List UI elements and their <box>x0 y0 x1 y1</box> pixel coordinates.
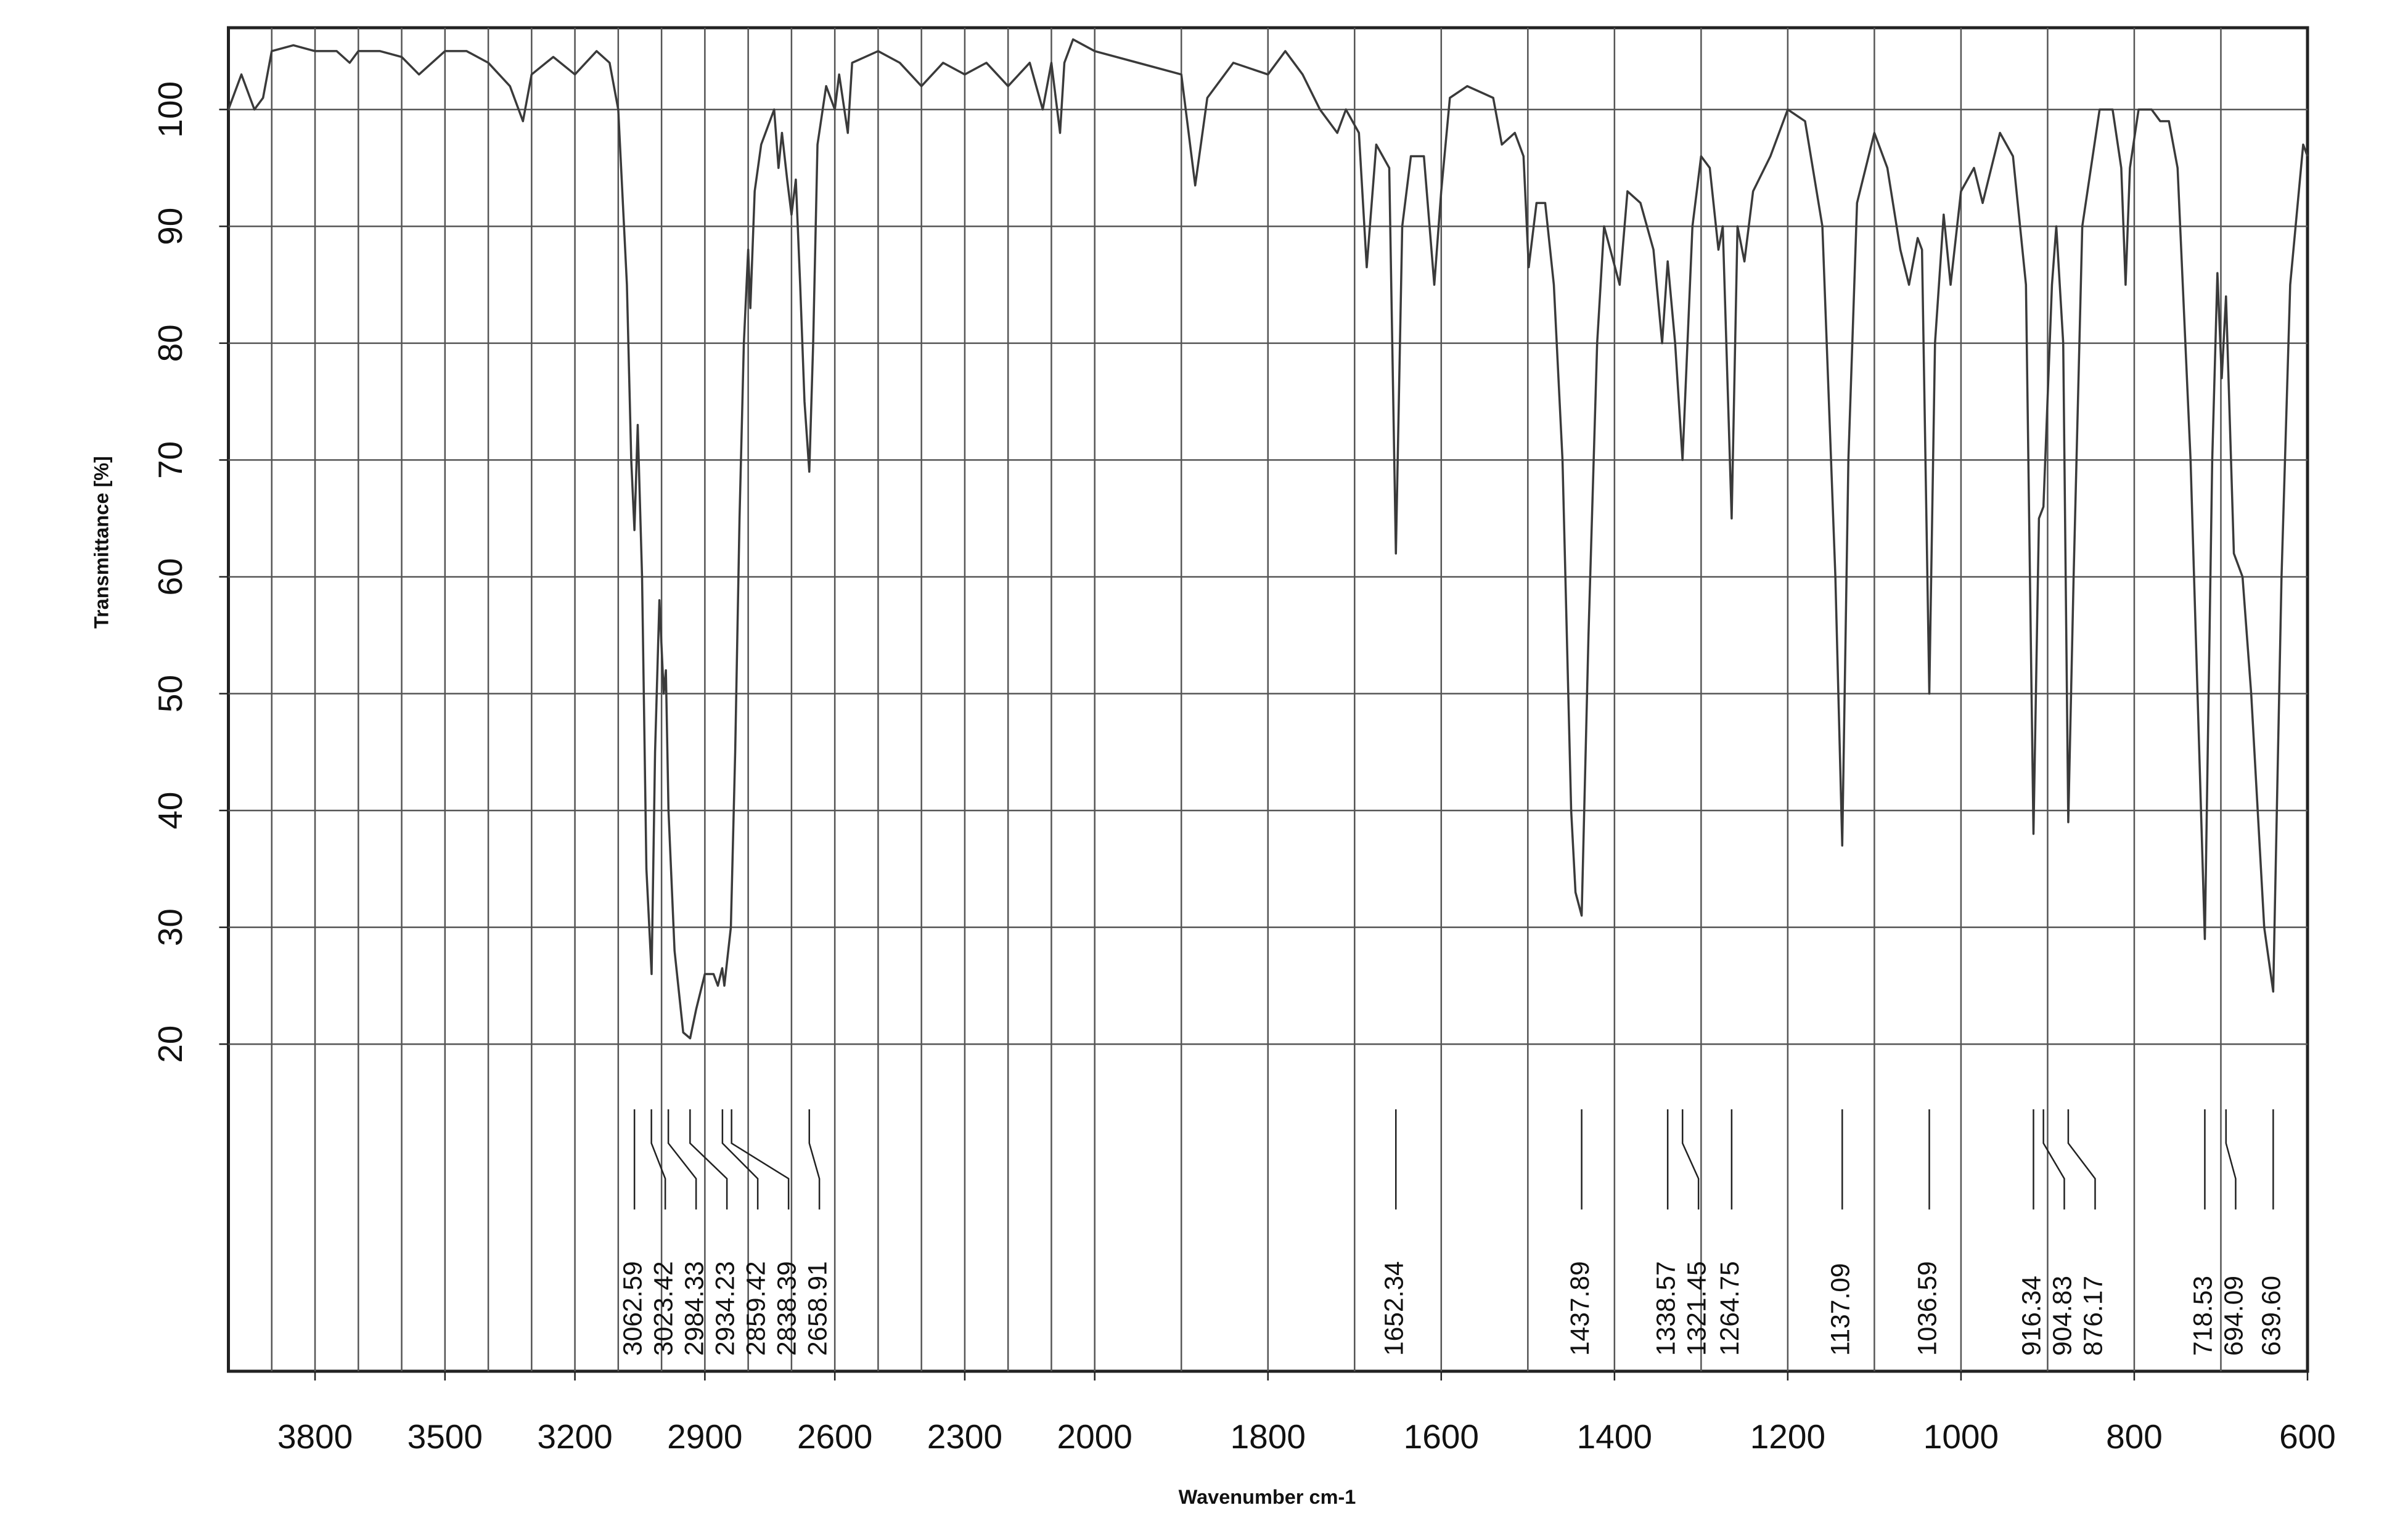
peak-leader <box>650 1109 666 1210</box>
peak-label: 876.17 <box>2079 1276 2108 1356</box>
peak-label: 1321.45 <box>1682 1261 1711 1356</box>
peak-leader <box>1681 1109 1700 1210</box>
y-tick-label: 80 <box>151 324 189 362</box>
peak-label: 1264.75 <box>1716 1261 1745 1356</box>
peak-label: 3062.59 <box>618 1261 647 1356</box>
x-tick-label: 2600 <box>797 1417 872 1456</box>
spectrum-line <box>227 38 2309 1040</box>
y-tick-label: 90 <box>151 208 189 245</box>
peak-label: 2984.33 <box>680 1261 709 1356</box>
peak-label: 639.60 <box>2258 1276 2287 1356</box>
x-tick-label: 800 <box>2106 1417 2163 1456</box>
x-tick-label: 1400 <box>1577 1417 1652 1456</box>
y-tick-label: 40 <box>151 791 189 829</box>
peak-leader <box>2225 1109 2237 1210</box>
y-tick-label: 20 <box>151 1026 189 1063</box>
x-tick-label: 600 <box>2279 1417 2336 1456</box>
peak-label: 916.34 <box>2018 1276 2047 1356</box>
y-tick-label: 50 <box>151 675 189 712</box>
peak-leader <box>731 1109 790 1210</box>
peak-leader <box>808 1109 821 1210</box>
y-axis-label: Transmittance [%] <box>90 456 112 629</box>
peak-label: 1437.89 <box>1566 1261 1595 1356</box>
x-tick-label: 2300 <box>927 1417 1002 1456</box>
x-axis-label: Wavenumber cm-1 <box>1179 1486 1356 1508</box>
x-tick-label: 3800 <box>277 1417 353 1456</box>
peak-leader <box>667 1109 697 1210</box>
peak-leader <box>689 1109 728 1210</box>
peak-label: 904.83 <box>2049 1276 2078 1356</box>
peak-label: 1036.59 <box>1914 1261 1943 1356</box>
y-tick-label: 60 <box>151 558 189 595</box>
x-tick-label: 1800 <box>1231 1417 1306 1456</box>
peak-label: 694.09 <box>2220 1276 2249 1356</box>
x-tick-label: 1600 <box>1404 1417 1479 1456</box>
x-tick-label: 3200 <box>537 1417 612 1456</box>
peak-label: 1652.34 <box>1380 1261 1409 1356</box>
peak-label: 1338.57 <box>1652 1261 1681 1356</box>
peak-label: 2838.39 <box>772 1261 801 1356</box>
peak-label: 718.53 <box>2189 1276 2218 1356</box>
peak-label: 2934.23 <box>711 1261 740 1356</box>
y-tick-label: 70 <box>151 441 189 479</box>
y-tick-label: 100 <box>151 81 189 138</box>
x-tick-label: 1200 <box>1750 1417 1825 1456</box>
x-tick-label: 2000 <box>1057 1417 1132 1456</box>
peak-label: 2859.42 <box>742 1261 771 1356</box>
x-tick-label: 3500 <box>407 1417 483 1456</box>
peak-leader <box>2042 1109 2065 1210</box>
peak-label: 3023.42 <box>649 1261 678 1356</box>
peak-leader <box>2067 1109 2096 1210</box>
x-tick-label: 2900 <box>667 1417 742 1456</box>
x-tick-label: 1000 <box>1923 1417 1999 1456</box>
peak-leader <box>721 1109 759 1210</box>
peak-label: 2658.91 <box>803 1261 832 1356</box>
y-tick-label: 30 <box>151 908 189 946</box>
peak-label: 1137.09 <box>1827 1263 1856 1356</box>
